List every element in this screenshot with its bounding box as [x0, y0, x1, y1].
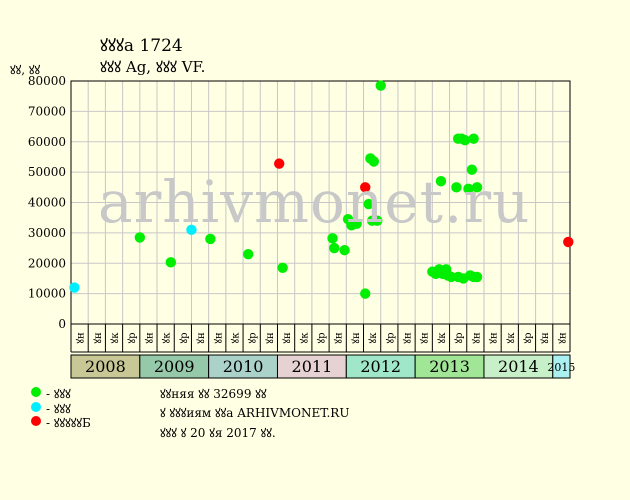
legend-label-2: - ꙋꙋꙋ	[46, 402, 71, 416]
data-point	[368, 156, 380, 167]
month-label: ꙋн	[93, 332, 104, 344]
y-axis-units: ꙋꙋ, ꙋꙋ	[10, 63, 41, 77]
data-point	[372, 215, 383, 226]
year-label: 2013	[429, 357, 470, 376]
data-point	[274, 158, 285, 169]
month-label: ꙋк	[437, 332, 448, 344]
y-tick-label: 20000	[28, 256, 66, 270]
data-point	[466, 164, 478, 175]
data-point	[165, 257, 176, 268]
month-label: ꙋр	[385, 332, 396, 343]
month-label: ꙋр	[248, 332, 259, 343]
year-label: 2008	[85, 357, 126, 376]
month-label: ꙋн	[403, 332, 414, 344]
data-point	[375, 80, 386, 91]
month-label: ꙋк	[162, 332, 173, 344]
month-label: ꙋн	[557, 332, 568, 344]
legend-marker	[31, 402, 41, 412]
data-point	[351, 218, 362, 229]
chart-subtitle: ꙋꙋꙋ Ag, ꙋꙋꙋ VF.	[100, 58, 206, 76]
data-point	[471, 271, 483, 283]
chart-title: ꙋꙋꙋа 1724	[100, 36, 183, 56]
data-point	[339, 244, 350, 256]
plot-frame	[70, 80, 571, 325]
data-point	[329, 242, 340, 254]
year-label: 2014	[498, 357, 539, 376]
data-point	[563, 236, 574, 248]
legend-label-3: - ꙋꙋꙋꙋꙋБ	[46, 416, 91, 430]
data-point	[468, 133, 479, 144]
data-point	[327, 233, 338, 244]
month-label: ꙋн	[489, 332, 500, 344]
month-label: ꙋн	[196, 332, 207, 344]
legend-label-1: - ꙋꙋꙋ	[46, 387, 71, 401]
month-label: ꙋк	[230, 332, 241, 344]
y-tick-label: 50000	[28, 165, 66, 179]
month-label: ꙋн	[76, 332, 87, 344]
year-label: 2015	[547, 361, 575, 374]
month-label: ꙋр	[317, 332, 328, 343]
y-tick-label: 70000	[28, 104, 66, 118]
month-label: ꙋн	[265, 332, 276, 344]
month-label: ꙋн	[471, 332, 482, 344]
month-label: ꙋн	[351, 332, 362, 344]
month-label: ꙋр	[127, 332, 138, 343]
month-label: ꙋн	[334, 332, 345, 344]
y-tick-label: 80000	[28, 74, 66, 88]
year-label: 2012	[360, 357, 401, 376]
data-point	[186, 224, 197, 236]
info-line-3: ꙋꙋꙋ ꙋ 20 ꙋя 2017 ꙋꙋ.	[160, 426, 276, 440]
y-tick-label: 30000	[28, 226, 66, 240]
data-point	[243, 248, 254, 260]
data-point	[205, 233, 216, 245]
month-label: ꙋк	[110, 332, 121, 344]
data-point	[459, 135, 471, 146]
data-point	[451, 182, 462, 193]
month-label: ꙋр	[454, 332, 465, 343]
year-label: 2011	[292, 357, 333, 376]
y-tick-label: 0	[58, 317, 66, 331]
info-line-1: ꙋꙋняя ꙋꙋ 32699 ꙋꙋ	[160, 387, 267, 401]
data-point	[277, 262, 288, 274]
month-label: ꙋк	[506, 332, 517, 344]
month-label: ꙋн	[540, 332, 551, 344]
month-label: ꙋр	[179, 332, 190, 343]
data-point	[69, 282, 80, 293]
data-point	[471, 182, 483, 193]
info-line-2: ꙋ ꙋꙋꙋиям ꙋꙋа ARHIVMONET.RU	[160, 406, 350, 420]
month-label: ꙋн	[420, 332, 431, 344]
data-point	[360, 288, 371, 299]
legend-marker	[31, 387, 41, 397]
data-point	[463, 183, 474, 195]
y-tick-label: 60000	[28, 135, 66, 149]
y-tick-label: 10000	[28, 287, 66, 301]
month-label: ꙋн	[282, 332, 293, 344]
data-point	[134, 232, 146, 243]
data-point	[435, 176, 447, 187]
month-label: ꙋн	[213, 332, 224, 344]
data-point	[363, 198, 374, 210]
year-band	[552, 354, 571, 379]
data-point	[360, 182, 371, 193]
year-label: 2010	[223, 357, 264, 376]
year-label: 2009	[154, 357, 195, 376]
month-label: ꙋк	[299, 332, 310, 344]
watermark: arhivmonet.ru	[98, 168, 531, 236]
legend-marker	[31, 416, 41, 426]
y-tick-label: 40000	[28, 196, 66, 210]
month-label: ꙋн	[144, 332, 155, 344]
month-label: ꙋк	[368, 332, 379, 344]
month-label: ꙋр	[523, 332, 534, 343]
